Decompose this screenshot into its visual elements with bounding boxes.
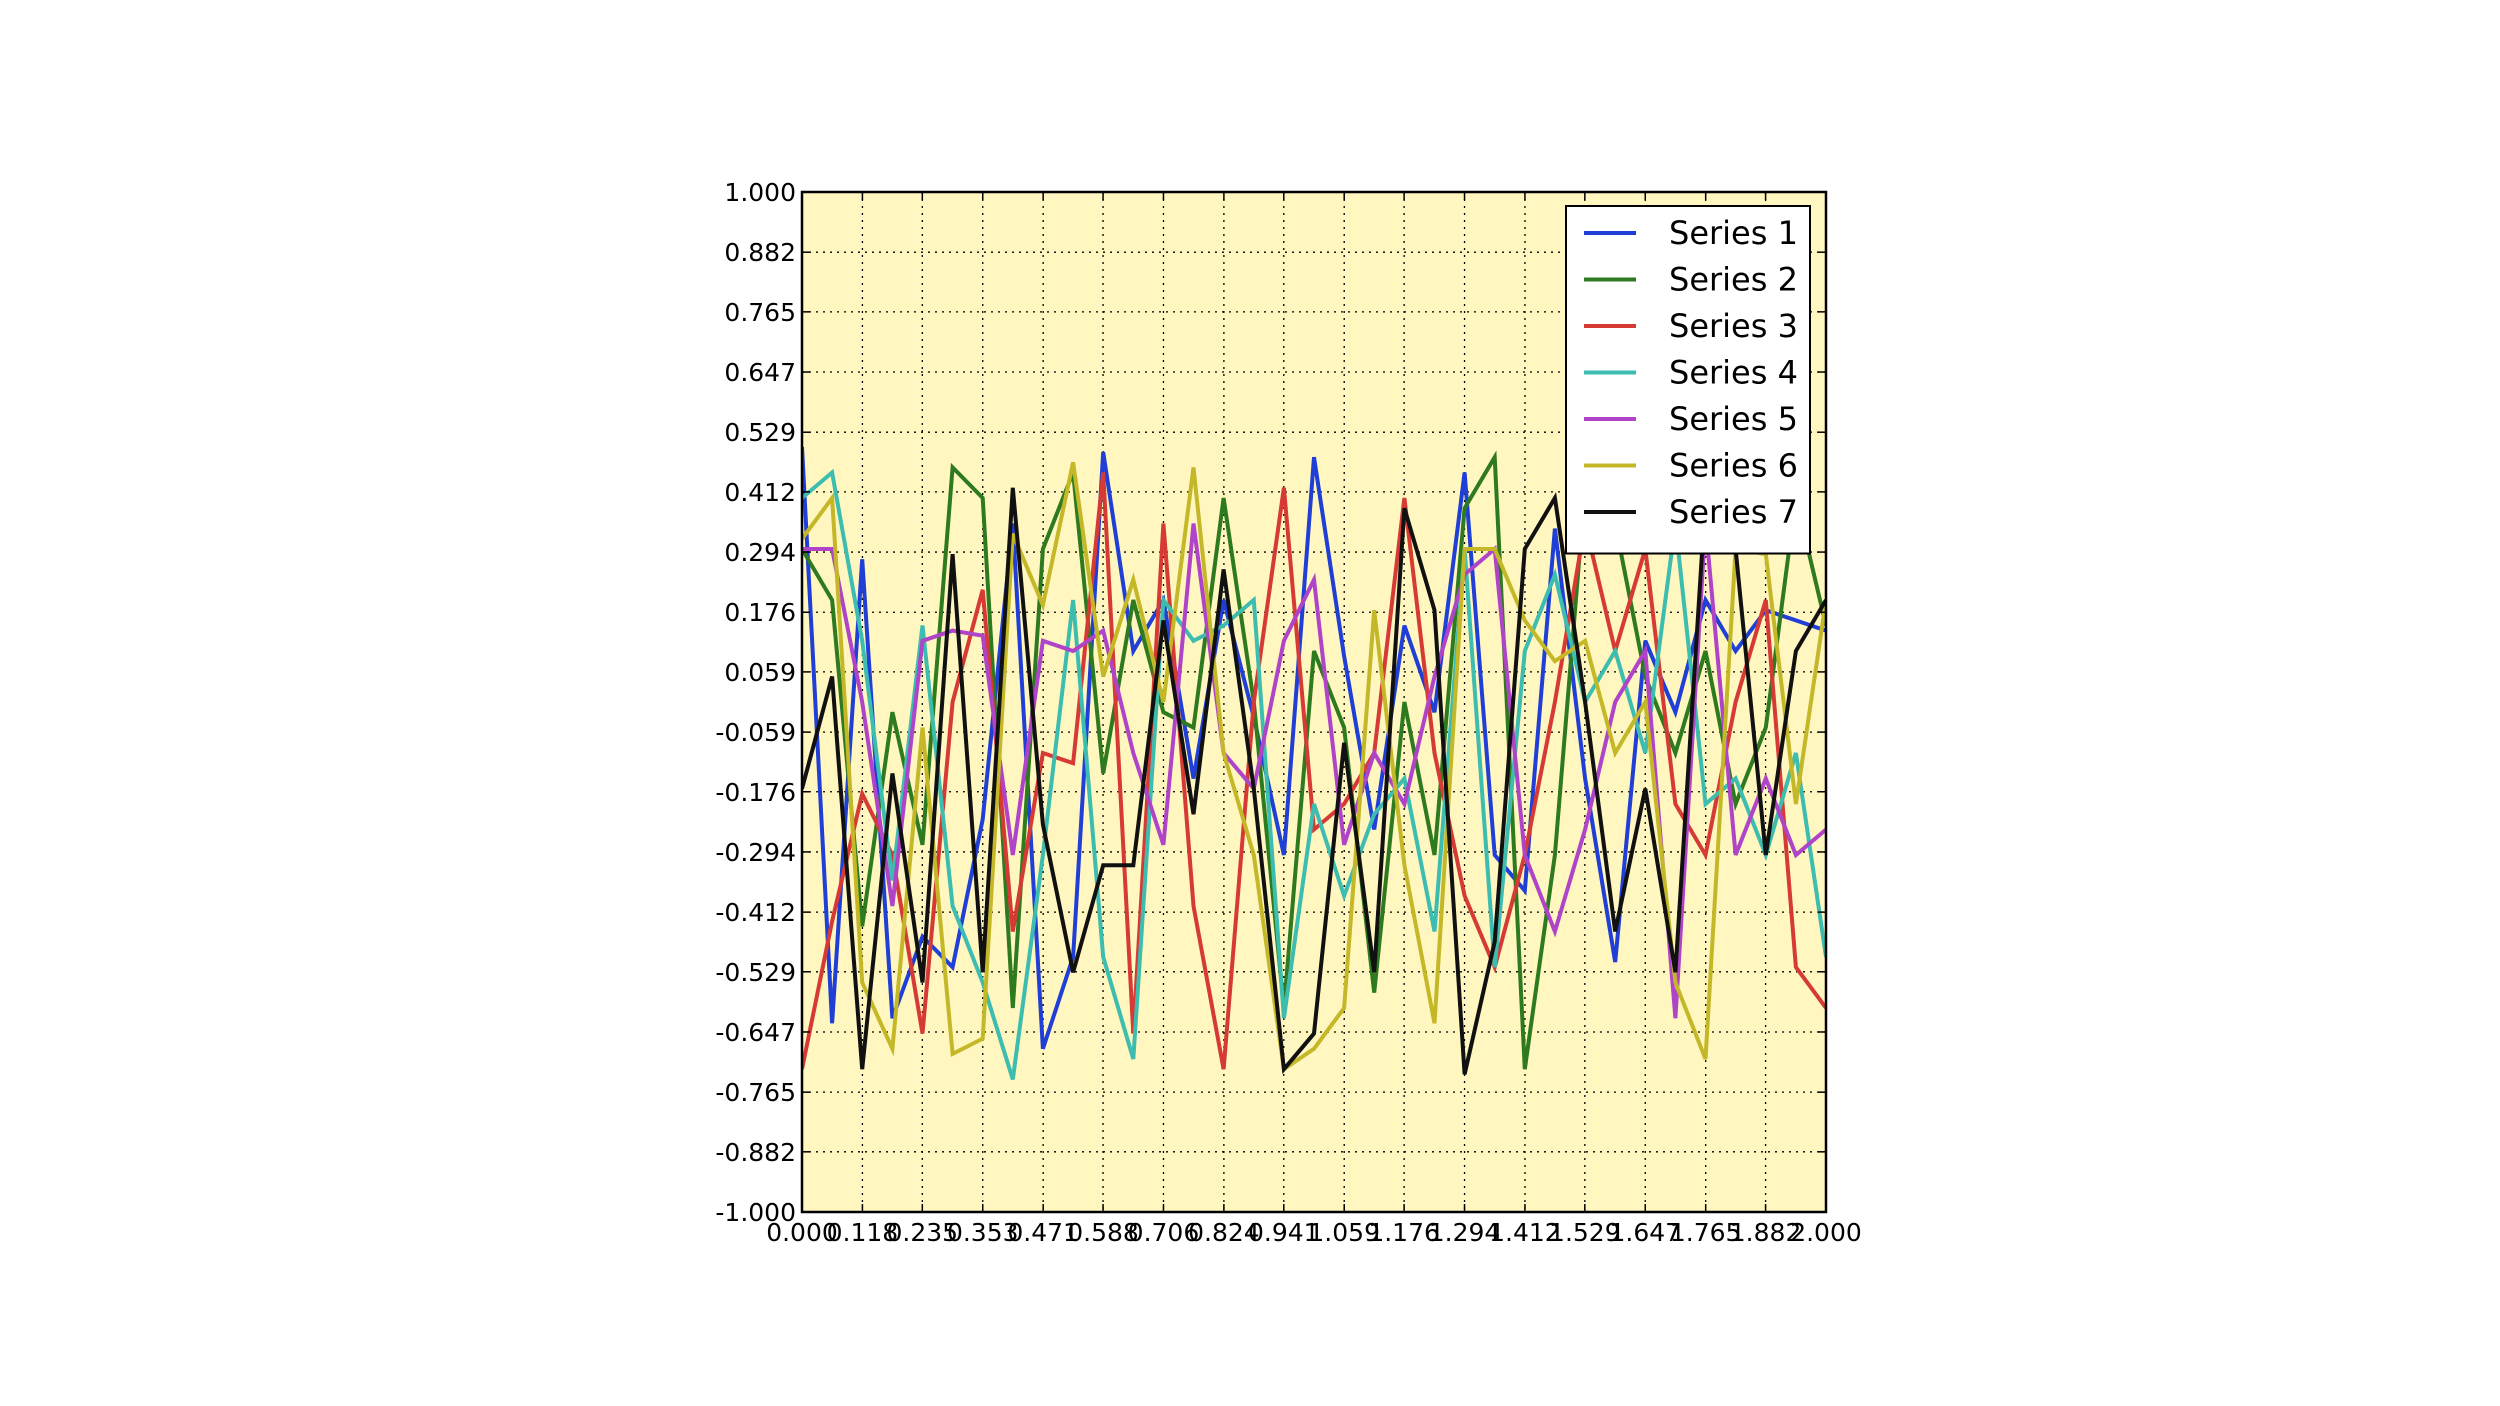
x-tick-label: 0.824 [1188,1218,1260,1247]
series-lines [802,446,1826,1080]
y-tick-label: -0.059 [715,718,796,747]
series-6-line [802,461,1826,1073]
y-tick-label: 0.059 [724,658,796,687]
x-tick-label: 0.941 [1248,1218,1320,1247]
y-tick-label: -0.765 [715,1078,796,1107]
series-2-line [802,450,1826,1070]
series-4-line [802,468,1826,1080]
legend-label: Series 5 [1669,400,1798,438]
legend-label: Series 4 [1669,354,1798,392]
legend: Series 1 Series 2 Series 3 Series 4 Series 5… [1565,205,1811,555]
legend-label: Series 1 [1669,214,1798,252]
y-tick-label: 0.412 [724,478,796,507]
y-tick-label: 0.882 [724,238,796,267]
y-tick-label: -0.647 [715,1018,796,1047]
x-tick-label: 1.412 [1489,1218,1561,1247]
legend-label: Series 2 [1669,261,1798,299]
series-5-line [802,523,1826,1019]
x-tick-label: 0.471 [1007,1218,1079,1247]
y-tick-label: -1.000 [715,1198,796,1227]
plot-frame [800,190,1828,1214]
x-tick-label: 1.059 [1308,1218,1380,1247]
x-tick-label: 2.000 [1790,1218,1862,1247]
y-tick-label: -0.529 [715,958,796,987]
y-tick-label: 1.000 [724,178,796,207]
series-3-line [802,472,1826,1070]
axis-ticks: 0.0000.1180.2350.3530.4710.5880.7060.824… [715,178,1861,1247]
legend-label: Series 7 [1669,493,1798,531]
legend-box [1565,205,1811,555]
x-tick-label: 0.000 [766,1218,838,1247]
y-tick-label: 0.294 [724,538,796,567]
x-tick-label: 1.529 [1549,1218,1621,1247]
x-tick-label: 1.882 [1730,1218,1802,1247]
series-7-line [802,487,1826,1075]
x-tick-label: 1.176 [1368,1218,1440,1247]
y-tick-label: 0.765 [724,298,796,327]
y-tick-label: -0.176 [715,778,796,807]
y-tick-label: -0.412 [715,898,796,927]
x-tick-label: 1.294 [1429,1218,1501,1247]
x-tick-label: 0.706 [1128,1218,1200,1247]
x-tick-label: 0.235 [887,1218,959,1247]
y-tick-label: -0.882 [715,1138,796,1167]
x-tick-label: 0.588 [1067,1218,1139,1247]
y-tick-label: 0.176 [724,598,796,627]
x-tick-label: 1.647 [1609,1218,1681,1247]
x-tick-label: 0.353 [947,1218,1019,1247]
x-tick-label: 1.765 [1670,1218,1742,1247]
legend-label: Series 3 [1669,307,1798,345]
y-tick-label: 0.529 [724,418,796,447]
y-tick-label: -0.294 [715,838,796,867]
x-tick-label: 0.118 [827,1218,899,1247]
y-tick-label: 0.647 [724,358,796,387]
legend-label: Series 6 [1669,447,1798,485]
